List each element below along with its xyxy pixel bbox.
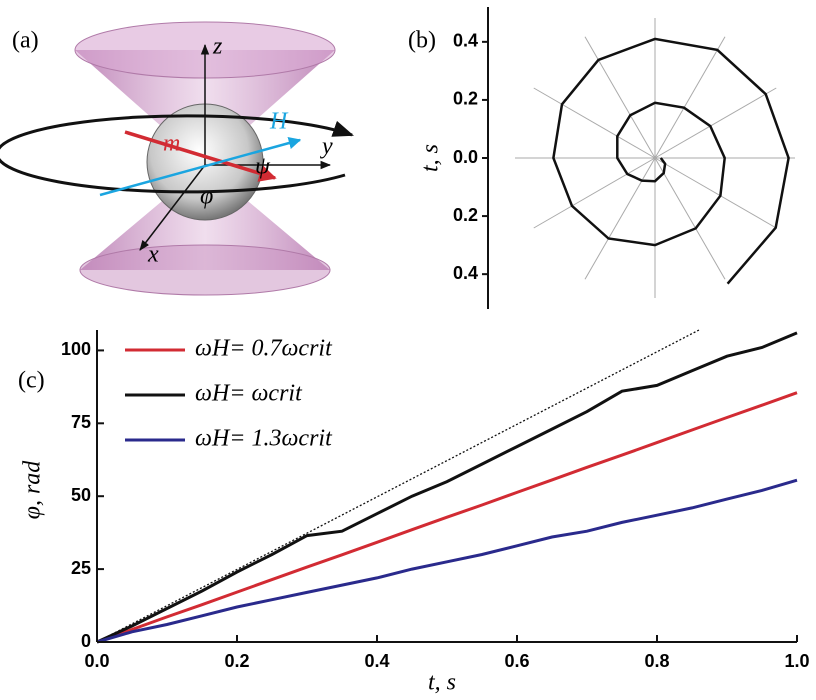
m-label: m [163, 131, 180, 157]
rotation-orbit [0, 114, 354, 194]
y-tick-label: 0.2 [453, 205, 478, 225]
z-label: z [212, 34, 223, 60]
reference-line [96, 329, 700, 643]
legend-label: ωH= 1.3ωcrit [195, 426, 333, 452]
x-tick-label: 0.6 [504, 651, 529, 671]
y-tick-label: 50 [71, 485, 91, 505]
y-tick-label: 0.4 [453, 263, 478, 283]
series-line [96, 391, 798, 644]
diagram-a: (a) z y x m H ψ φ [0, 21, 354, 296]
y-tick-label: 0.2 [453, 89, 478, 109]
legend-label: ωH= ωcrit [195, 381, 303, 407]
y-tick-label: 100 [61, 339, 91, 359]
spoke [533, 87, 656, 159]
spoke [584, 157, 656, 280]
spoke [533, 157, 656, 229]
y-label: y [320, 134, 333, 160]
x-tick-label: 1.0 [784, 651, 809, 671]
spoke [584, 36, 656, 159]
y-tick-label: 25 [71, 558, 91, 578]
y-tick-label: 75 [71, 412, 91, 432]
panel-label: (b) [408, 28, 436, 54]
y-axis-title: t, s [418, 144, 444, 172]
x-tick-label: 0.4 [364, 651, 389, 671]
phi-label: φ [200, 184, 213, 210]
panel-label: (c) [18, 368, 45, 394]
cone-bottom-rim [79, 244, 331, 296]
x-tick-label: 0.0 [84, 651, 109, 671]
x-axis-title: t, s [428, 670, 456, 696]
spoke [654, 157, 726, 280]
m-vector [124, 130, 277, 182]
h-vector [99, 136, 302, 197]
x-tick-label: 0.2 [224, 651, 249, 671]
x-axis [139, 164, 206, 251]
spiral [552, 37, 790, 285]
panel-label: (a) [12, 28, 39, 54]
spoke [654, 157, 777, 229]
h-label: H [269, 109, 289, 135]
psi-label: ψ [255, 154, 271, 180]
y-tick-label: 0.0 [453, 147, 478, 167]
y-tick-label: 0.4 [453, 31, 478, 51]
y-tick-label: 0 [81, 631, 91, 651]
series-line [96, 331, 798, 644]
legend-label: ωH= 0.7ωcrit [195, 336, 333, 362]
x-label: x [147, 242, 159, 268]
spoke [654, 36, 726, 159]
y-axis-title: φ, rad [20, 460, 46, 520]
series-line [96, 478, 798, 644]
spoke [654, 87, 777, 159]
x-tick-label: 0.8 [644, 651, 669, 671]
